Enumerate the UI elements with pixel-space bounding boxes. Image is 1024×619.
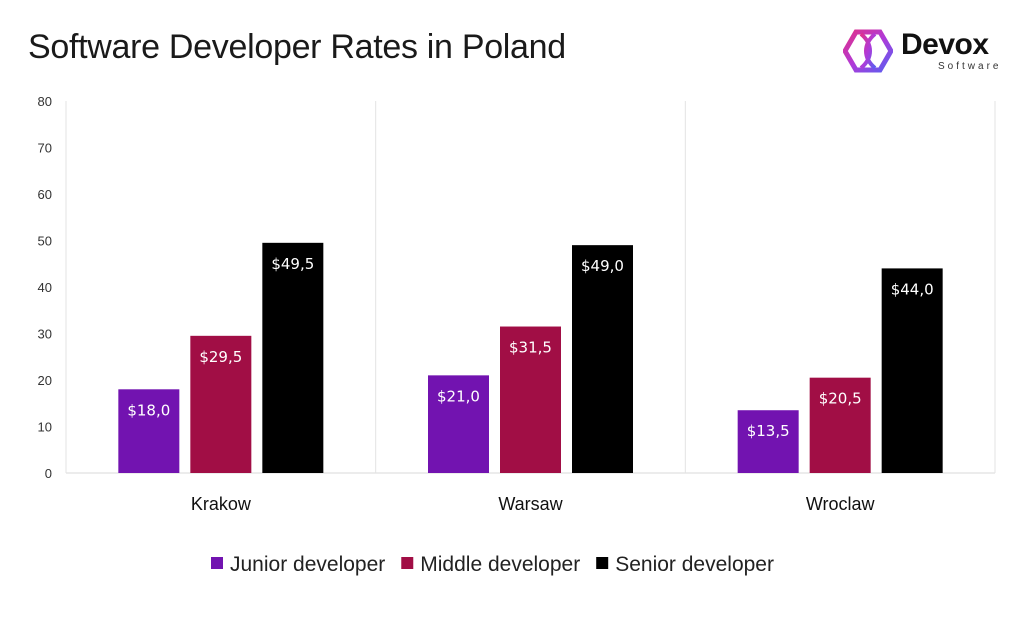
y-tick-label: 10 bbox=[38, 420, 52, 435]
bar-middle-developer bbox=[190, 335, 252, 473]
data-label: $21,0 bbox=[437, 387, 480, 405]
legend-swatch bbox=[401, 557, 414, 569]
bar-senior-developer bbox=[881, 268, 943, 473]
y-tick-label: 0 bbox=[45, 466, 52, 481]
devox-logo: Devox Software bbox=[842, 28, 1003, 74]
x-tick-label: Wroclaw bbox=[806, 494, 876, 514]
legend-swatch bbox=[211, 557, 223, 569]
data-label: $13,5 bbox=[747, 422, 790, 440]
bar-junior-developer bbox=[118, 389, 180, 473]
x-tick-label: Krakow bbox=[191, 494, 252, 514]
legend-swatch bbox=[596, 557, 609, 569]
legend-label: Junior developer bbox=[230, 553, 385, 576]
x-tick-label: Warsaw bbox=[498, 494, 563, 514]
logo-subtitle: Software bbox=[938, 61, 1002, 72]
data-label: $29,5 bbox=[199, 348, 242, 366]
y-tick-label: 20 bbox=[38, 373, 52, 388]
data-label: $31,5 bbox=[509, 339, 552, 357]
chart-title: Software Developer Rates in Poland bbox=[28, 28, 566, 66]
bar-middle-developer bbox=[809, 377, 871, 473]
bar-junior-developer bbox=[737, 410, 799, 473]
y-tick-label: 70 bbox=[38, 141, 52, 156]
data-label: $44,0 bbox=[891, 280, 934, 298]
bar-middle-developer bbox=[500, 326, 561, 473]
data-label: $49,0 bbox=[581, 257, 624, 275]
y-tick-label: 50 bbox=[38, 234, 52, 249]
logo-wordmark: Devox bbox=[901, 28, 989, 61]
legend-label: Middle developer bbox=[420, 553, 580, 576]
data-label: $49,5 bbox=[271, 255, 314, 273]
devox-logo-icon bbox=[842, 29, 894, 73]
data-label: $20,5 bbox=[819, 390, 862, 408]
y-tick-label: 60 bbox=[38, 187, 52, 202]
data-label: $18,0 bbox=[127, 401, 170, 419]
legend-label: Senior developer bbox=[615, 553, 774, 576]
y-tick-label: 80 bbox=[38, 94, 52, 109]
y-tick-label: 30 bbox=[38, 327, 52, 342]
y-tick-label: 40 bbox=[38, 280, 52, 295]
bar-senior-developer bbox=[262, 242, 324, 473]
bar-senior-developer bbox=[572, 245, 633, 473]
bar-junior-developer bbox=[428, 375, 489, 473]
